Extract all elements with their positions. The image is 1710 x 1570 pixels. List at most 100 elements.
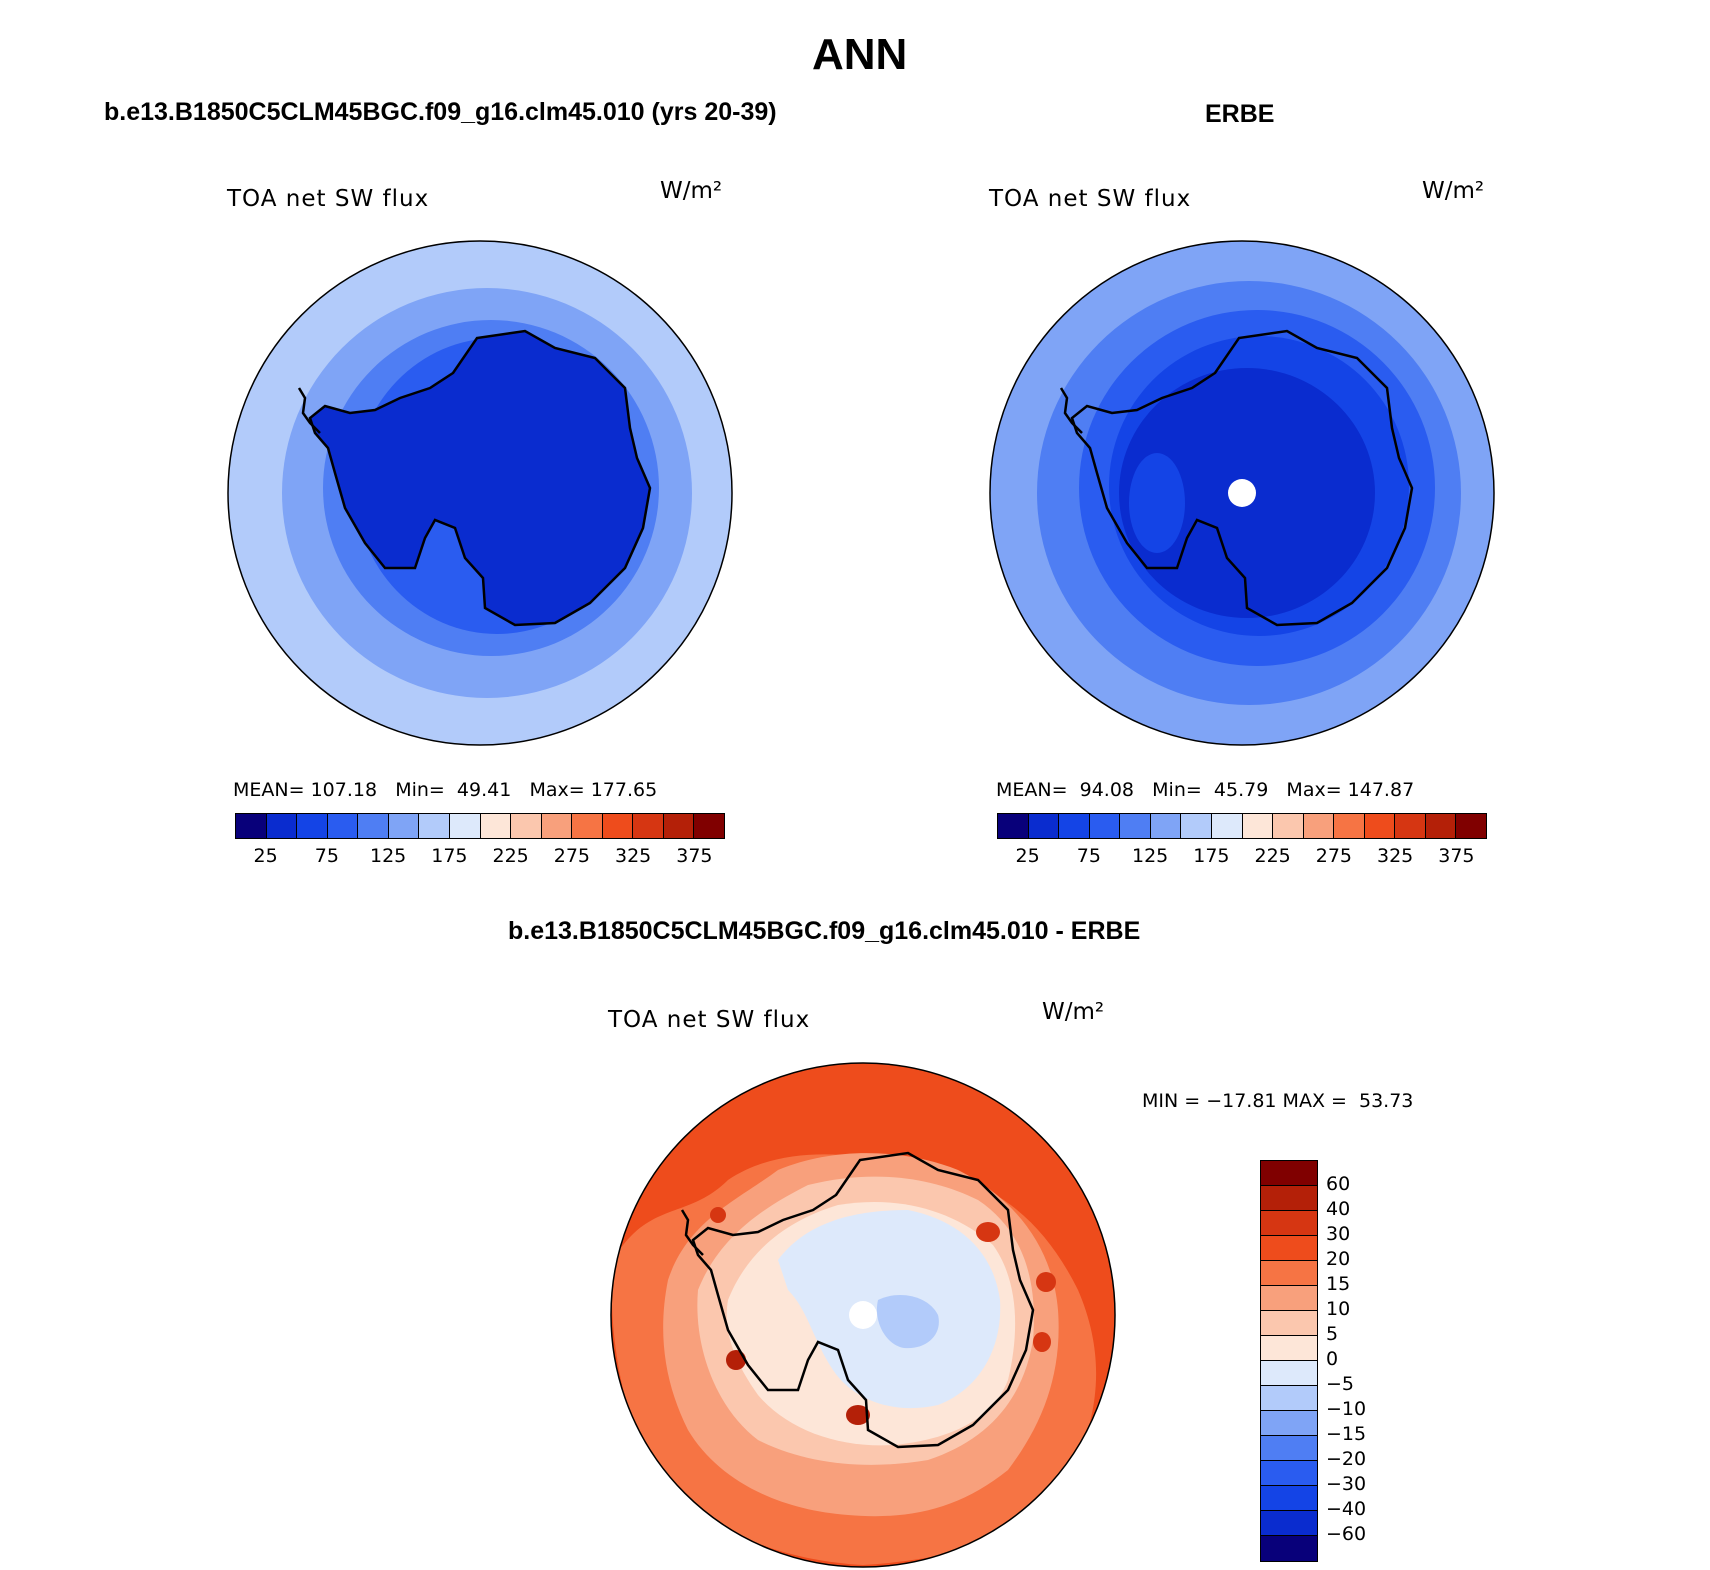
colorbar-swatch (449, 814, 481, 838)
colorbar-tick-label: −10 (1326, 1398, 1367, 1420)
panel1-colorbar: 25 75 125 175 225 275 325 375 (235, 813, 725, 869)
colorbar-tick-label: −60 (1326, 1523, 1367, 1545)
colorbar-swatch (1028, 814, 1060, 838)
colorbar-tick-label: 125 (369, 845, 407, 867)
colorbar-tick-label: 5 (1326, 1323, 1339, 1345)
colorbar-tick-label: 325 (614, 845, 652, 867)
colorbar-tick-label: −40 (1326, 1498, 1367, 1520)
colorbar-tick-label: −30 (1326, 1473, 1367, 1495)
polar-data-hole (1228, 479, 1256, 507)
colorbar-swatch (1456, 814, 1486, 838)
colorbar-swatch (541, 814, 573, 838)
colorbar-swatch (1261, 1211, 1317, 1236)
colorbar-swatch (1211, 814, 1243, 838)
colorbar-tick-label: 25 (253, 845, 278, 867)
colorbar-tick-label: 30 (1326, 1223, 1351, 1245)
panel1-heading: b.e13.B1850C5CLM45BGC.f09_g16.clm45.010 … (104, 98, 777, 126)
map-boundary (989, 240, 1495, 746)
colorbar-tick-label: 225 (1254, 845, 1291, 867)
colorbar-swatch (266, 814, 298, 838)
panel1-variable-label: TOA net SW flux (227, 186, 430, 212)
colorbar-swatch (358, 814, 389, 838)
colorbar-tick-label: 75 (314, 845, 339, 867)
colorbar-swatch (1364, 814, 1396, 838)
figure-title: ANN (812, 30, 908, 79)
blob-west (1129, 453, 1185, 553)
colorbar-tick-label: 10 (1326, 1298, 1351, 1320)
colorbar-swatch (388, 814, 420, 838)
colorbar-tick-label: 20 (1326, 1248, 1351, 1270)
colorbar-swatch (1273, 814, 1304, 838)
colorbar-tick-label: −5 (1326, 1373, 1355, 1395)
colorbar-swatch (1261, 1436, 1317, 1461)
colorbar-swatch (1261, 1486, 1317, 1511)
colorbar-tick-label: 325 (1376, 845, 1414, 867)
hotspot-3 (726, 1350, 746, 1370)
colorbar-swatch (1242, 814, 1274, 838)
colorbar-swatch (1089, 814, 1121, 838)
colorbar-tick-label: 375 (676, 845, 713, 867)
colorbar-tick-label: 125 (1131, 845, 1169, 867)
colorbar-swatch (511, 814, 542, 838)
colorbar-swatch (602, 814, 634, 838)
colorbar-tick-label: 75 (1076, 845, 1101, 867)
colorbar-swatch (633, 814, 664, 838)
colorbar-tick-label: −15 (1326, 1423, 1367, 1445)
colorbar-swatch (1425, 814, 1457, 838)
colorbar-swatch (1334, 814, 1365, 838)
colorbar-swatch (1261, 1161, 1317, 1186)
colorbar-tick-label: 60 (1326, 1173, 1351, 1195)
colorbar-tick-label: −20 (1326, 1448, 1367, 1470)
colorbar-tick-label: 375 (1438, 845, 1475, 867)
panel3-polar-map (610, 1062, 1116, 1568)
colorbar-swatch (1261, 1386, 1317, 1411)
panel3-variable-label: TOA net SW flux (608, 1007, 811, 1033)
colorbar-swatch (1261, 1461, 1317, 1486)
colorbar-tick-label: 225 (492, 845, 529, 867)
panel3-units-label: W/m² (1042, 999, 1105, 1025)
hotspot-2 (976, 1222, 1000, 1242)
panel2-heading: ERBE (1205, 100, 1275, 128)
antarctic-peninsula (680, 1209, 704, 1256)
polar-data-hole (849, 1301, 877, 1329)
colorbar-swatch (1303, 814, 1335, 838)
band-neg-2 (876, 1295, 939, 1349)
colorbar-tick-label: 275 (1315, 845, 1353, 867)
colorbar-swatch (419, 814, 450, 838)
colorbar-swatch (1181, 814, 1212, 838)
colorbar-tick-label: 175 (431, 845, 468, 867)
colorbar-swatch (1261, 1236, 1317, 1261)
colorbar-tick-label: 40 (1326, 1198, 1351, 1220)
colorbar-swatch (1261, 1286, 1317, 1311)
panel2-stats: MEAN= 94.08 Min= 45.79 Max= 147.87 (996, 779, 1415, 801)
panel2-units-label: W/m² (1422, 178, 1485, 204)
colorbar-swatch (297, 814, 328, 838)
colorbar-swatch (327, 814, 359, 838)
panel1-stats: MEAN= 107.18 Min= 49.41 Max= 177.65 (233, 779, 658, 801)
colorbar-swatch (1261, 1536, 1317, 1561)
antarctic-peninsula (297, 387, 321, 434)
colorbar-swatch (1261, 1311, 1317, 1336)
colorbar-swatch (236, 814, 267, 838)
colorbar-swatch (1120, 814, 1151, 838)
panel3-heading: b.e13.B1850C5CLM45BGC.f09_g16.clm45.010 … (508, 917, 1141, 945)
colorbar-swatch (1395, 814, 1426, 838)
colorbar-swatch (1261, 1411, 1317, 1436)
hotspot-1 (710, 1207, 726, 1223)
panel2-variable-label: TOA net SW flux (989, 186, 1192, 212)
colorbar-tick-label: 275 (553, 845, 591, 867)
colorbar-swatch (1150, 814, 1182, 838)
hotspot-4 (846, 1405, 870, 1425)
colorbar-swatch (1261, 1261, 1317, 1286)
colorbar-swatch (1261, 1511, 1317, 1536)
panel3-colorbar: 60 40 30 20 15 10 5 0 −5 −10 −15 −20 −30 −40 −60 (1260, 1160, 1366, 1562)
hotspot-6 (1033, 1332, 1051, 1352)
colorbar-tick-label: 0 (1326, 1348, 1339, 1370)
map-boundary (227, 240, 733, 746)
antarctica-coastline (691, 1151, 1035, 1449)
panel1-polar-map (227, 240, 733, 746)
colorbar-swatch (998, 814, 1029, 838)
colorbar-swatch (1261, 1361, 1317, 1386)
antarctic-peninsula (1059, 387, 1083, 434)
panel2-colorbar: 25 75 125 175 225 275 325 375 (997, 813, 1487, 869)
